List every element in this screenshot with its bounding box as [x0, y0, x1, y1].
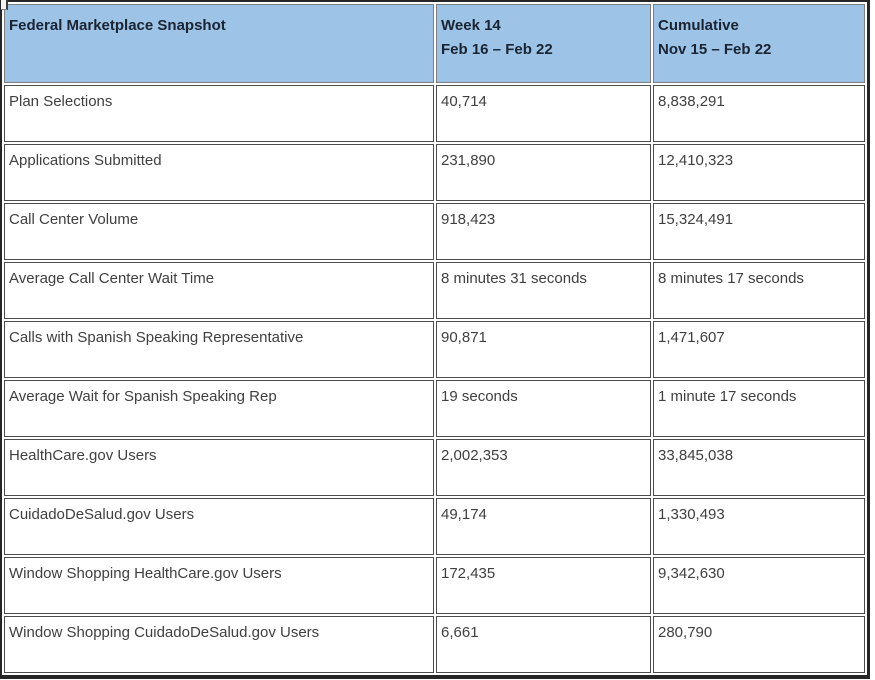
- table-row: Window Shopping HealthCare.gov Users 172…: [4, 557, 865, 614]
- table-row: Average Call Center Wait Time 8 minutes …: [4, 262, 865, 319]
- metric-cell: Plan Selections: [4, 85, 434, 142]
- week-value-cell: 6,661: [436, 616, 651, 673]
- metric-cell: Window Shopping CuidadoDeSalud.gov Users: [4, 616, 434, 673]
- cumulative-value-cell: 280,790: [653, 616, 865, 673]
- metric-cell: Window Shopping HealthCare.gov Users: [4, 557, 434, 614]
- cumulative-value-cell: 1 minute 17 seconds: [653, 380, 865, 437]
- cumulative-value-cell: 8,838,291: [653, 85, 865, 142]
- table-row: Window Shopping CuidadoDeSalud.gov Users…: [4, 616, 865, 673]
- header-cell-week: Week 14 Feb 16 – Feb 22: [436, 4, 651, 83]
- table-row: Call Center Volume 918,423 15,324,491: [4, 203, 865, 260]
- metric-cell: Average Wait for Spanish Speaking Rep: [4, 380, 434, 437]
- week-value-cell: 918,423: [436, 203, 651, 260]
- table-row: CuidadoDeSalud.gov Users 49,174 1,330,49…: [4, 498, 865, 555]
- header-cell-title: Federal Marketplace Snapshot: [4, 4, 434, 83]
- week-value-cell: 8 minutes 31 seconds: [436, 262, 651, 319]
- cumulative-value-cell: 15,324,491: [653, 203, 865, 260]
- metric-cell: Applications Submitted: [4, 144, 434, 201]
- metric-cell: HealthCare.gov Users: [4, 439, 434, 496]
- table-row: HealthCare.gov Users 2,002,353 33,845,03…: [4, 439, 865, 496]
- table-row: Applications Submitted 231,890 12,410,32…: [4, 144, 865, 201]
- metric-cell: Average Call Center Wait Time: [4, 262, 434, 319]
- cumulative-value-cell: 33,845,038: [653, 439, 865, 496]
- header-week-label: Week 14: [441, 17, 501, 34]
- header-cumulative-period: Nov 15 – Feb 22: [658, 41, 772, 58]
- table-row: Average Wait for Spanish Speaking Rep 19…: [4, 380, 865, 437]
- cursor-artifact: [1, 0, 8, 10]
- cumulative-value-cell: 8 minutes 17 seconds: [653, 262, 865, 319]
- week-value-cell: 231,890: [436, 144, 651, 201]
- header-week-period: Feb 16 – Feb 22: [441, 41, 553, 58]
- week-value-cell: 49,174: [436, 498, 651, 555]
- header-row: Federal Marketplace Snapshot Week 14 Feb…: [4, 4, 865, 83]
- cumulative-value-cell: 12,410,323: [653, 144, 865, 201]
- header-cumulative-label: Cumulative: [658, 17, 739, 34]
- table-body: Plan Selections 40,714 8,838,291 Applica…: [4, 85, 865, 673]
- week-value-cell: 172,435: [436, 557, 651, 614]
- week-value-cell: 2,002,353: [436, 439, 651, 496]
- table-title: Federal Marketplace Snapshot: [9, 17, 226, 34]
- metric-cell: CuidadoDeSalud.gov Users: [4, 498, 434, 555]
- cumulative-value-cell: 9,342,630: [653, 557, 865, 614]
- metric-cell: Calls with Spanish Speaking Representati…: [4, 321, 434, 378]
- week-value-cell: 40,714: [436, 85, 651, 142]
- week-value-cell: 90,871: [436, 321, 651, 378]
- table-row: Calls with Spanish Speaking Representati…: [4, 321, 865, 378]
- cumulative-value-cell: 1,471,607: [653, 321, 865, 378]
- cumulative-value-cell: 1,330,493: [653, 498, 865, 555]
- header-cell-cumulative: Cumulative Nov 15 – Feb 22: [653, 4, 865, 83]
- week-value-cell: 19 seconds: [436, 380, 651, 437]
- metric-cell: Call Center Volume: [4, 203, 434, 260]
- table-row: Plan Selections 40,714 8,838,291: [4, 85, 865, 142]
